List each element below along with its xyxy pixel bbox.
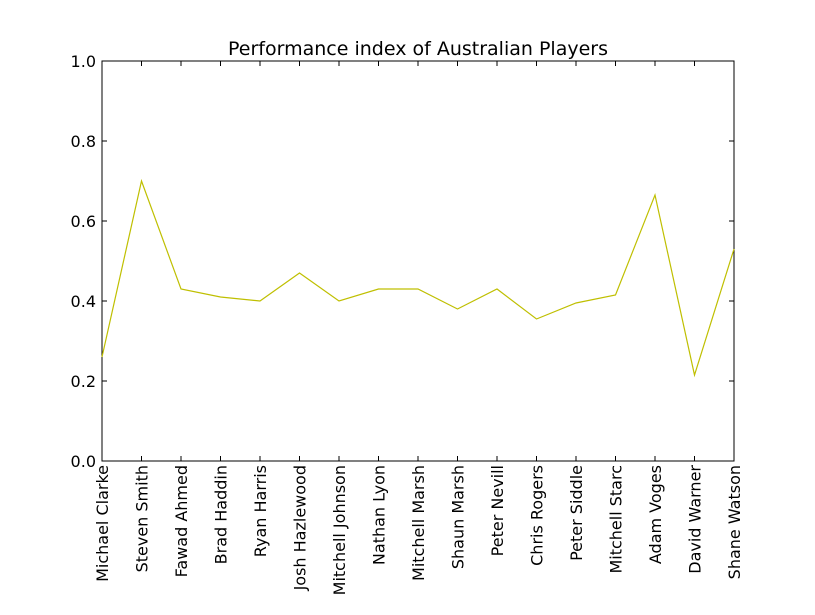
data-point <box>180 288 183 291</box>
data-point <box>101 356 104 359</box>
x-tick-label: Michael Clarke <box>93 465 112 582</box>
axis-ticks <box>101 60 735 462</box>
x-tick-label: Adam Voges <box>646 465 665 564</box>
data-point <box>298 272 301 275</box>
x-tick-label: Ryan Harris <box>251 465 270 557</box>
x-tick-label: Peter Nevill <box>488 465 507 556</box>
data-point <box>614 294 617 297</box>
x-tick-label: Fawad Ahmed <box>172 465 191 577</box>
x-tick-label: Peter Siddle <box>567 465 586 561</box>
x-tick-label: Brad Haddin <box>212 465 231 564</box>
data-point <box>219 296 222 299</box>
x-tick-label: Mitchell Marsh <box>409 465 428 581</box>
y-tick-label: 0.4 <box>71 292 96 311</box>
data-point <box>259 300 262 303</box>
data-point <box>575 302 578 305</box>
chart-title: Performance index of Australian Players <box>228 38 608 60</box>
x-tick-label: Mitchell Johnson <box>330 465 349 595</box>
y-tick-label: 1.0 <box>71 52 96 71</box>
data-point <box>140 180 143 183</box>
series-line <box>101 178 735 378</box>
y-tick-label: 0.6 <box>71 212 96 231</box>
data-point <box>535 318 538 321</box>
data-point <box>377 288 380 291</box>
data-point <box>456 308 459 311</box>
x-tick-label: Nathan Lyon <box>370 465 389 565</box>
x-tick-label: Shaun Marsh <box>449 465 468 569</box>
plot-area <box>101 60 735 462</box>
tick-labels: 0.0 0.2 0.4 0.6 0.8 1.0 Michael Clarke Steven S… <box>71 52 744 595</box>
series-layer <box>101 178 736 378</box>
data-point <box>496 288 499 291</box>
data-point <box>338 300 341 303</box>
x-tick-label: Josh Hazlewood <box>291 465 310 591</box>
y-tick-label: 0.0 <box>71 452 96 471</box>
x-tick-label: Chris Rogers <box>528 465 547 566</box>
x-tick-label: Mitchell Starc <box>607 465 626 574</box>
y-tick-label: 0.8 <box>71 132 96 151</box>
x-tick-label: Shane Watson <box>725 465 744 579</box>
y-tick-label: 0.2 <box>71 372 96 391</box>
data-point <box>733 248 736 251</box>
data-point <box>693 374 696 377</box>
data-point <box>417 288 420 291</box>
x-tick-label: David Warner <box>686 465 705 574</box>
data-point <box>654 194 657 197</box>
x-tick-label: Steven Smith <box>133 465 152 572</box>
